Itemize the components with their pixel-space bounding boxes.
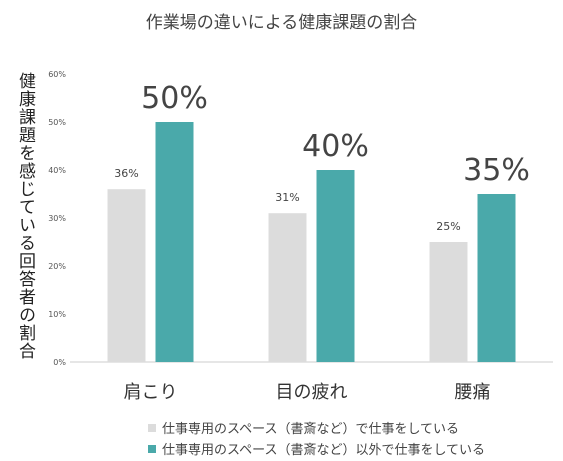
bar-other-2	[477, 194, 516, 362]
data-label: 35%	[463, 153, 530, 188]
y-tick-label: 30%	[48, 214, 66, 223]
bar-dedicated-0	[107, 189, 146, 362]
bar-dedicated-1	[268, 213, 307, 362]
x-tick-label: 腰痛	[455, 382, 491, 403]
legend-swatch	[148, 423, 156, 432]
legend-item-dedicated-space: 仕事専用のスペース（書斎など）で仕事をしている	[148, 418, 459, 437]
data-label: 31%	[275, 191, 299, 204]
data-label: 25%	[436, 220, 460, 233]
legend-label: 仕事専用のスペース（書斎など）で仕事をしている	[162, 422, 460, 437]
data-label: 40%	[302, 129, 369, 164]
x-tick-label: 肩こり	[124, 382, 178, 403]
legend-label: 仕事専用のスペース（書斎など）以外で仕事をしている	[162, 443, 486, 458]
y-tick-label: 0%	[53, 358, 66, 367]
y-tick-label: 50%	[48, 118, 66, 127]
y-tick-label: 60%	[48, 70, 66, 79]
legend-item-other-space: 仕事専用のスペース（書斎など）以外で仕事をしている	[148, 439, 485, 458]
y-axis-label: 健康課題を感じている回答者の割合	[15, 72, 35, 360]
bar-other-1	[316, 170, 355, 362]
y-tick-label: 20%	[48, 262, 66, 271]
y-tick-label: 10%	[48, 310, 66, 319]
x-tick-label: 目の疲れ	[276, 382, 348, 403]
legend-swatch	[148, 444, 156, 453]
y-tick-label: 40%	[48, 166, 66, 175]
data-label: 50%	[141, 81, 208, 116]
chart-title: 作業場の違いによる健康課題の割合	[145, 13, 418, 33]
data-label: 36%	[114, 167, 138, 180]
bar-dedicated-2	[429, 242, 468, 362]
bar-other-0	[155, 122, 194, 362]
